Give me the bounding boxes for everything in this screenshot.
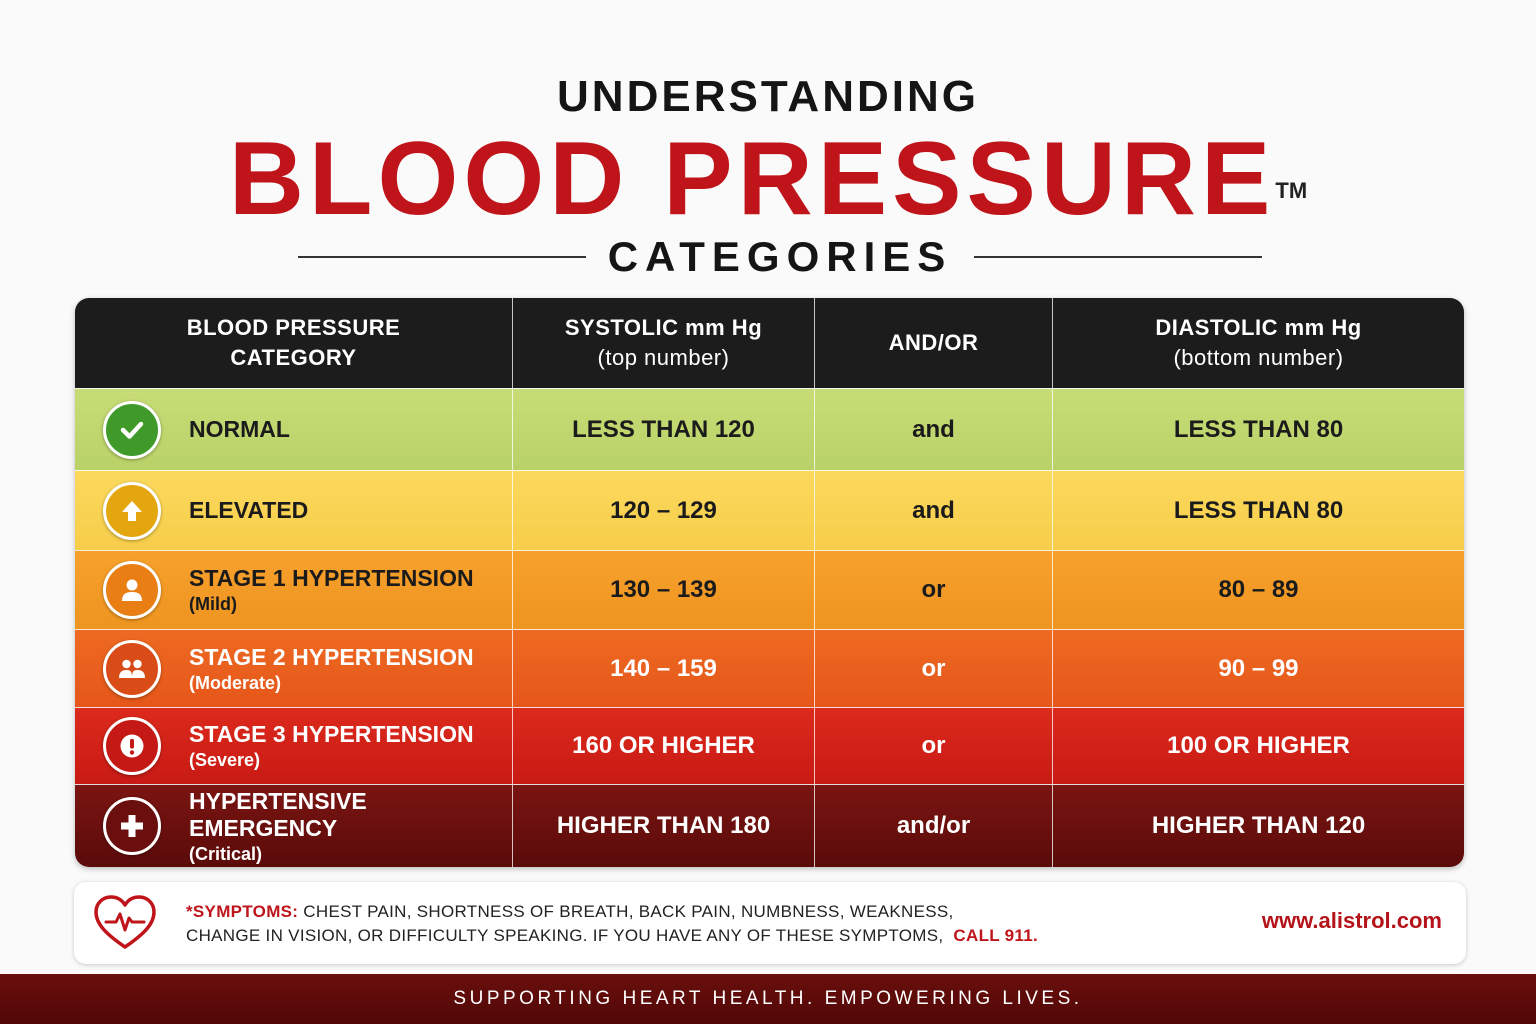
title-top: UNDERSTANDING xyxy=(557,72,979,121)
header-andor-label: AND/OR xyxy=(888,330,979,355)
diastolic-value: 100 OR HIGHER xyxy=(1167,732,1350,759)
call-911: CALL 911. xyxy=(953,926,1039,945)
category-cell: NORMAL xyxy=(75,389,513,470)
category-name: ELEVATED xyxy=(189,497,309,523)
heart-pulse-icon xyxy=(94,895,156,949)
check-icon xyxy=(103,400,161,459)
category-cell: HYPERTENSIVE EMERGENCY (Critical) xyxy=(75,785,513,867)
diastolic-value: 90 – 99 xyxy=(1218,654,1299,682)
exclamation-icon xyxy=(103,717,161,775)
header-category-line1: BLOOD PRESSURE xyxy=(186,315,401,340)
symptoms-notice: *SYMPTOMS: CHEST PAIN, SHORTNESS OF BREA… xyxy=(74,882,1466,964)
symptoms-line1: CHEST PAIN, SHORTNESS OF BREATH, BACK PA… xyxy=(303,902,954,921)
diastolic-value: HIGHER THAN 120 xyxy=(1151,812,1366,839)
category-name: STAGE 1 HYPERTENSION xyxy=(189,565,474,591)
header-systolic-line2: (top number) xyxy=(597,345,730,370)
category-name: STAGE 2 HYPERTENSION xyxy=(189,643,474,670)
subtitle-row: CATEGORIES xyxy=(298,232,1262,282)
arrow-up-icon xyxy=(103,481,161,540)
conjunction: or xyxy=(815,630,1053,707)
website-link[interactable]: www.alistrol.com xyxy=(1261,908,1442,933)
diastolic-value: LESS THAN 80 xyxy=(1173,415,1344,443)
header-andor: AND/OR xyxy=(815,298,1053,388)
systolic-value: 160 OR HIGHER xyxy=(513,708,815,784)
trademark-mark: TM xyxy=(1275,178,1308,203)
header-category: BLOOD PRESSURE CATEGORY xyxy=(75,298,513,388)
subtitle: CATEGORIES xyxy=(607,233,953,280)
symptoms-text: *SYMPTOMS: CHEST PAIN, SHORTNESS OF BREA… xyxy=(186,900,1086,948)
header-category-line2: CATEGORY xyxy=(230,345,357,370)
header-diastolic-line2: (bottom number) xyxy=(1173,345,1344,370)
category-desc: (Critical) xyxy=(189,843,263,864)
table-row-normal: NORMAL LESS THAN 120 and LESS THAN 80 xyxy=(75,388,1464,470)
systolic-value: LESS THAN 120 xyxy=(513,389,815,470)
table-row-elevated: ELEVATED 120 – 129 and LESS THAN 80 xyxy=(75,470,1464,550)
divider-left xyxy=(298,256,586,258)
category-cell: STAGE 2 HYPERTENSION (Moderate) xyxy=(75,630,513,707)
conjunction: or xyxy=(815,551,1053,629)
page-title: BLOOD PRESSURETM xyxy=(0,124,1536,234)
table-row-stage1: STAGE 1 HYPERTENSION (Mild) 130 – 139 or … xyxy=(75,550,1464,629)
category-name: HYPERTENSIVE EMERGENCY xyxy=(189,787,367,841)
systolic-value: 140 – 159 xyxy=(513,630,815,707)
header-diastolic-line1: DIASTOLIC mm Hg xyxy=(1155,315,1362,340)
table-header-row: BLOOD PRESSURE CATEGORY SYSTOLIC mm Hg (to… xyxy=(75,298,1464,388)
plus-cross-icon xyxy=(103,797,161,855)
symptoms-line2: CHANGE IN VISION, OR DIFFICULTY SPEAKING… xyxy=(186,926,944,945)
systolic-value: HIGHER THAN 180 xyxy=(513,785,815,867)
systolic-value: 120 – 129 xyxy=(513,471,815,550)
category-name: NORMAL xyxy=(189,416,290,442)
bp-category-table: BLOOD PRESSURE CATEGORY SYSTOLIC mm Hg (to… xyxy=(75,298,1464,867)
diastolic-value: LESS THAN 80 xyxy=(1173,496,1344,524)
conjunction: and/or xyxy=(815,785,1053,867)
table-row-stage3: STAGE 3 HYPERTENSION (Severe) 160 OR HIGH… xyxy=(75,707,1464,784)
category-cell: STAGE 3 HYPERTENSION (Severe) xyxy=(75,708,513,784)
category-name: STAGE 3 HYPERTENSION xyxy=(189,721,474,747)
conjunction: and xyxy=(815,389,1053,470)
header-diastolic: DIASTOLIC mm Hg (bottom number) xyxy=(1053,298,1464,388)
systolic-value: 130 – 139 xyxy=(513,551,815,629)
title-main-text: BLOOD PRESSURE xyxy=(228,121,1276,237)
category-desc: (Mild) xyxy=(189,594,237,614)
diastolic-value: 80 – 89 xyxy=(1218,576,1299,603)
category-cell: ELEVATED xyxy=(75,471,513,550)
header-systolic-line1: SYSTOLIC mm Hg xyxy=(564,315,763,340)
table-row-emergency: HYPERTENSIVE EMERGENCY (Critical) HIGHER … xyxy=(75,784,1464,867)
footer-tagline: SUPPORTING HEART HEALTH. EMPOWERING LIVE… xyxy=(0,974,1536,1024)
person-icon xyxy=(103,561,161,619)
conjunction: and xyxy=(815,471,1053,550)
divider-right xyxy=(974,256,1262,258)
symptoms-label: *SYMPTOMS: xyxy=(186,902,299,921)
category-cell: STAGE 1 HYPERTENSION (Mild) xyxy=(75,551,513,629)
conjunction: or xyxy=(815,708,1053,784)
category-desc: (Severe) xyxy=(189,750,261,770)
header-systolic: SYSTOLIC mm Hg (top number) xyxy=(513,298,815,388)
category-desc: (Moderate) xyxy=(189,672,282,693)
table-row-stage2: STAGE 2 HYPERTENSION (Moderate) 140 – 159… xyxy=(75,629,1464,707)
people-icon xyxy=(103,639,161,698)
